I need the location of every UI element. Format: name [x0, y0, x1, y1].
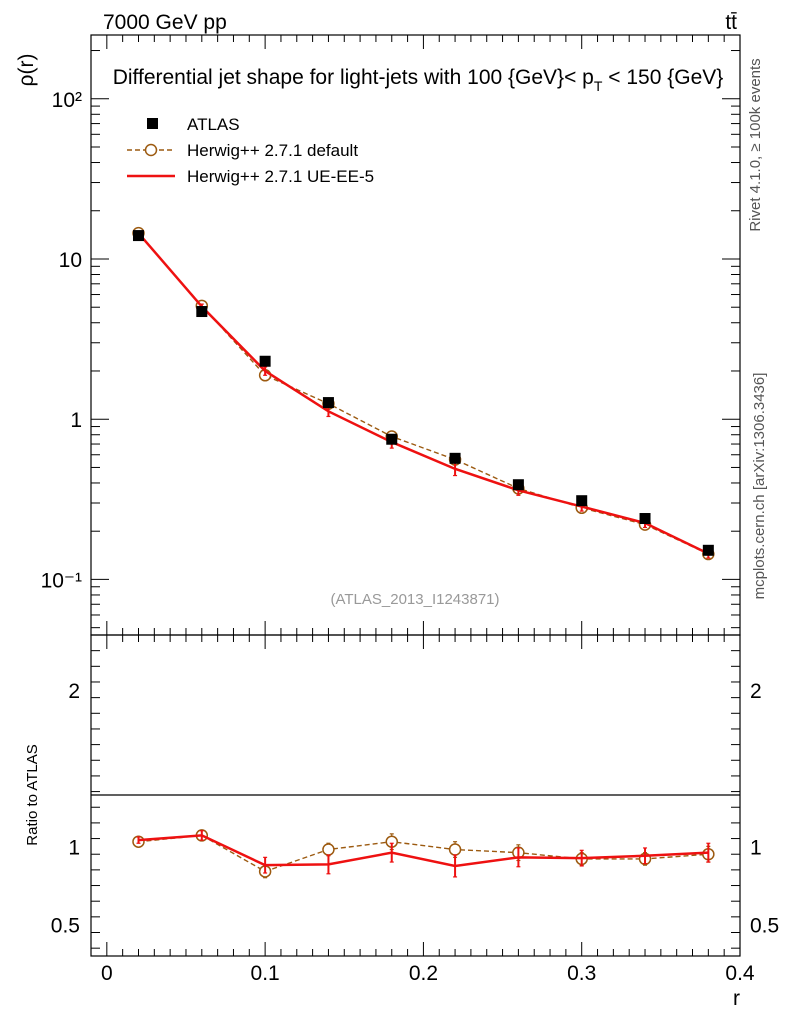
main-y-axis-title: ρ(r): [15, 54, 38, 87]
legend-default-label: Herwig++ 2.7.1 default: [187, 141, 358, 160]
legend-default-marker: [144, 143, 158, 157]
ueee5-series-line: [137, 232, 709, 555]
default-data-point: [448, 843, 462, 856]
ratio-y-tick-label-right: 1: [750, 836, 762, 859]
ratio-y-tick-label: 0.5: [51, 915, 80, 938]
atlas-data-point: [449, 452, 461, 464]
ueee5-series-line: [138, 834, 709, 868]
default-series-line: [137, 232, 709, 555]
title-subscript: T: [594, 78, 603, 94]
title-tail: < 150 {GeV}: [602, 66, 723, 89]
axis-ticks: [91, 35, 741, 956]
ratio-y-tick-label: 1: [68, 836, 80, 859]
atlas-data-point: [702, 544, 714, 556]
plot-title: Differential jet shape for light-jets wi…: [113, 66, 724, 94]
legend: ATLAS Herwig++ 2.7.1 default Herwig++ 2.…: [127, 115, 374, 186]
mcplots-label: mcplots.cern.ch [arXiv:1306.3436]: [751, 373, 768, 600]
rivet-version-label: Rivet 4.1.0, ≥ 100k events: [747, 58, 764, 231]
atlas-data-point: [386, 433, 398, 445]
tick-labels: 0 0.1 0.2 0.3 0.4 10⁻¹ 1 10 10² 0.5 0.5 1 1 2 2: [41, 89, 780, 985]
x-tick-label: 0.4: [725, 962, 755, 985]
x-tick-label: 0: [101, 962, 113, 985]
x-tick-label: 0.2: [409, 962, 438, 985]
x-axis-title: r: [733, 987, 740, 1010]
main-y-tick-label: 10⁻¹: [41, 569, 82, 592]
legend-atlas-label: ATLAS: [187, 115, 240, 134]
main-y-tick-label: 1: [70, 409, 82, 432]
collision-label: 7000 GeV pp: [103, 11, 227, 34]
main-y-tick-label: 10²: [52, 89, 82, 112]
atlas-data-point: [322, 397, 334, 409]
atlas-data-point: [196, 306, 208, 318]
default-data-point: [322, 843, 335, 856]
atlas-data-point: [576, 495, 588, 507]
ratio-y-axis-title: Ratio to ATLAS: [24, 744, 41, 845]
legend-ueee5-label: Herwig++ 2.7.1 UE-EE-5: [187, 167, 374, 186]
x-tick-label: 0.1: [251, 962, 280, 985]
ratio-y-tick-label: 2: [68, 680, 80, 703]
ratio-series: [132, 829, 715, 879]
atlas-data-point: [259, 355, 271, 367]
ratio-y-tick-label-right: 2: [750, 680, 762, 703]
ratio-y-tick-label-right: 0.5: [750, 915, 779, 938]
atlas-data-point: [512, 479, 524, 491]
default-series-line: [138, 834, 709, 873]
main-series: [132, 226, 715, 561]
analysis-reference: (ATLAS_2013_I1243871): [330, 591, 499, 608]
atlas-data-point: [639, 513, 651, 525]
main-y-tick-label: 10: [59, 249, 82, 272]
process-label: tt̄: [725, 11, 737, 34]
atlas-data-point: [132, 230, 144, 242]
x-tick-label: 0.3: [567, 962, 596, 985]
legend-atlas-marker: [147, 118, 158, 129]
